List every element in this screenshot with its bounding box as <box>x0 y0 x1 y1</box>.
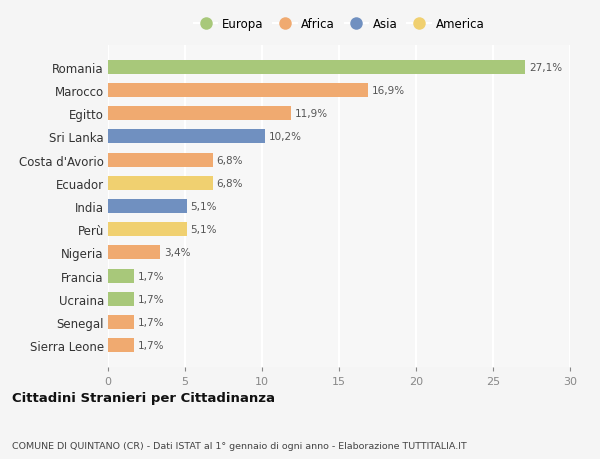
Text: 6,8%: 6,8% <box>217 179 243 188</box>
Text: 6,8%: 6,8% <box>217 155 243 165</box>
Text: 1,7%: 1,7% <box>138 318 164 327</box>
Legend: Europa, Africa, Asia, America: Europa, Africa, Asia, America <box>189 13 489 36</box>
Bar <box>108 246 160 260</box>
Text: COMUNE DI QUINTANO (CR) - Dati ISTAT al 1° gennaio di ogni anno - Elaborazione T: COMUNE DI QUINTANO (CR) - Dati ISTAT al … <box>12 441 467 450</box>
Bar <box>108 339 134 353</box>
Bar <box>108 84 368 98</box>
Text: 11,9%: 11,9% <box>295 109 328 119</box>
Text: 16,9%: 16,9% <box>372 86 405 95</box>
Text: 3,4%: 3,4% <box>164 248 191 258</box>
Text: 10,2%: 10,2% <box>269 132 302 142</box>
Text: 27,1%: 27,1% <box>529 62 562 73</box>
Text: 1,7%: 1,7% <box>138 294 164 304</box>
Bar <box>108 292 134 306</box>
Text: 1,7%: 1,7% <box>138 341 164 351</box>
Text: 5,1%: 5,1% <box>190 225 217 235</box>
Bar <box>108 61 526 74</box>
Text: Cittadini Stranieri per Cittadinanza: Cittadini Stranieri per Cittadinanza <box>12 391 275 404</box>
Bar <box>108 269 134 283</box>
Bar <box>108 315 134 330</box>
Bar <box>108 200 187 213</box>
Bar <box>108 176 213 190</box>
Text: 1,7%: 1,7% <box>138 271 164 281</box>
Bar <box>108 130 265 144</box>
Text: 5,1%: 5,1% <box>190 202 217 212</box>
Bar <box>108 107 291 121</box>
Bar <box>108 223 187 237</box>
Bar <box>108 153 213 167</box>
